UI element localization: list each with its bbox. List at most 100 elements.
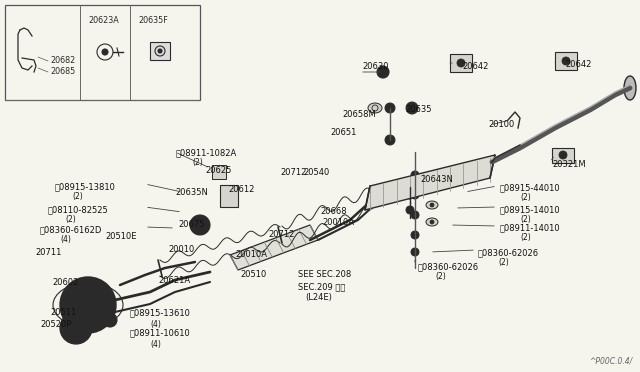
Text: 20623A: 20623A: [88, 16, 119, 25]
Text: Ⓒ08911-1082A: Ⓒ08911-1082A: [176, 148, 237, 157]
Circle shape: [377, 66, 389, 78]
Circle shape: [406, 206, 414, 214]
Text: 20635N: 20635N: [175, 188, 208, 197]
Circle shape: [195, 220, 205, 230]
Text: Ⓝ08911-10610: Ⓝ08911-10610: [130, 328, 191, 337]
Text: SEE SEC.208: SEE SEC.208: [298, 270, 351, 279]
Circle shape: [411, 191, 419, 199]
Bar: [552, 148, 574, 163]
Text: 20682: 20682: [50, 56, 76, 65]
Text: Ⓝ08911-14010: Ⓝ08911-14010: [500, 223, 561, 232]
Circle shape: [411, 231, 419, 239]
Circle shape: [385, 135, 395, 145]
Bar: [555, 52, 577, 70]
Circle shape: [411, 248, 419, 256]
Text: 20625: 20625: [205, 166, 232, 175]
Circle shape: [70, 287, 106, 323]
Text: (4): (4): [60, 235, 71, 244]
Ellipse shape: [368, 103, 382, 113]
Text: (2): (2): [65, 215, 76, 224]
Text: 20612: 20612: [228, 185, 254, 194]
Text: Ⓢ08360-6162D: Ⓢ08360-6162D: [40, 225, 102, 234]
Circle shape: [60, 277, 116, 333]
Bar: [5, 5, 200, 100]
Circle shape: [430, 220, 434, 224]
Text: 20100: 20100: [488, 120, 515, 129]
Text: 20010: 20010: [168, 245, 195, 254]
Text: 20621A: 20621A: [158, 276, 190, 285]
Circle shape: [562, 57, 570, 65]
Text: (2): (2): [435, 272, 445, 281]
Text: 20510: 20510: [240, 270, 266, 279]
Text: Ⓥ08915-14010: Ⓥ08915-14010: [500, 205, 561, 214]
Text: 20630: 20630: [362, 62, 388, 71]
Text: 20712: 20712: [268, 230, 294, 239]
Text: (2): (2): [520, 233, 531, 242]
Text: 20010A: 20010A: [322, 218, 354, 227]
Text: Ⓜ08915-13810: Ⓜ08915-13810: [55, 182, 116, 191]
Text: 20540: 20540: [303, 168, 329, 177]
Text: (2): (2): [498, 258, 509, 267]
Text: Ⓒ08110-82525: Ⓒ08110-82525: [48, 205, 109, 214]
Circle shape: [380, 69, 386, 75]
Circle shape: [67, 319, 85, 337]
Text: 20642: 20642: [565, 60, 591, 69]
Circle shape: [158, 49, 162, 53]
Circle shape: [60, 312, 92, 344]
Text: (2): (2): [192, 158, 203, 167]
Text: 20635: 20635: [405, 105, 431, 114]
Text: 20602: 20602: [52, 278, 78, 287]
Bar: [150, 42, 170, 60]
Text: SEC.209 参照: SEC.209 参照: [298, 282, 346, 291]
Circle shape: [457, 59, 465, 67]
Text: 20675: 20675: [178, 220, 205, 229]
Text: Ⓥ08915-13610: Ⓥ08915-13610: [130, 308, 191, 317]
Text: (4): (4): [150, 340, 161, 349]
Text: 20321M: 20321M: [552, 160, 586, 169]
Bar: [220, 185, 238, 207]
Polygon shape: [230, 225, 318, 270]
Text: 20510E: 20510E: [105, 232, 136, 241]
Circle shape: [102, 49, 108, 55]
Bar: [450, 54, 472, 72]
Text: (2): (2): [72, 192, 83, 201]
Text: 20711: 20711: [35, 248, 61, 257]
Circle shape: [430, 203, 434, 207]
Circle shape: [411, 211, 419, 219]
Bar: [212, 165, 226, 179]
Ellipse shape: [426, 181, 438, 189]
Text: (2): (2): [520, 193, 531, 202]
Text: 20010A: 20010A: [235, 250, 267, 259]
Text: 20658M: 20658M: [342, 110, 376, 119]
Circle shape: [406, 191, 414, 199]
Ellipse shape: [426, 218, 438, 226]
Ellipse shape: [426, 201, 438, 209]
Polygon shape: [365, 155, 495, 210]
Text: 20520P: 20520P: [40, 320, 72, 329]
Text: 20635F: 20635F: [138, 16, 168, 25]
Circle shape: [385, 103, 395, 113]
Circle shape: [103, 313, 117, 327]
Text: (4): (4): [150, 320, 161, 329]
Circle shape: [107, 317, 113, 323]
Text: 20712: 20712: [280, 168, 307, 177]
Text: Ⓥ08915-44010: Ⓥ08915-44010: [500, 183, 561, 192]
Circle shape: [411, 171, 419, 179]
Text: 20651: 20651: [330, 128, 356, 137]
Text: Ⓢ08360-62026: Ⓢ08360-62026: [418, 262, 479, 271]
Text: 20511: 20511: [50, 308, 76, 317]
Ellipse shape: [624, 76, 636, 100]
Text: 20643N: 20643N: [420, 175, 453, 184]
Text: ^P00C.0.4/: ^P00C.0.4/: [589, 356, 632, 365]
Circle shape: [80, 297, 96, 313]
Text: (2): (2): [520, 215, 531, 224]
Text: 20668: 20668: [320, 207, 347, 216]
Circle shape: [406, 102, 418, 114]
Text: 20685: 20685: [50, 67, 76, 76]
Text: Ⓢ08360-62026: Ⓢ08360-62026: [478, 248, 539, 257]
Circle shape: [190, 215, 210, 235]
Circle shape: [559, 151, 567, 159]
Circle shape: [430, 183, 434, 187]
Text: (L24E): (L24E): [305, 293, 332, 302]
Text: 20642: 20642: [462, 62, 488, 71]
